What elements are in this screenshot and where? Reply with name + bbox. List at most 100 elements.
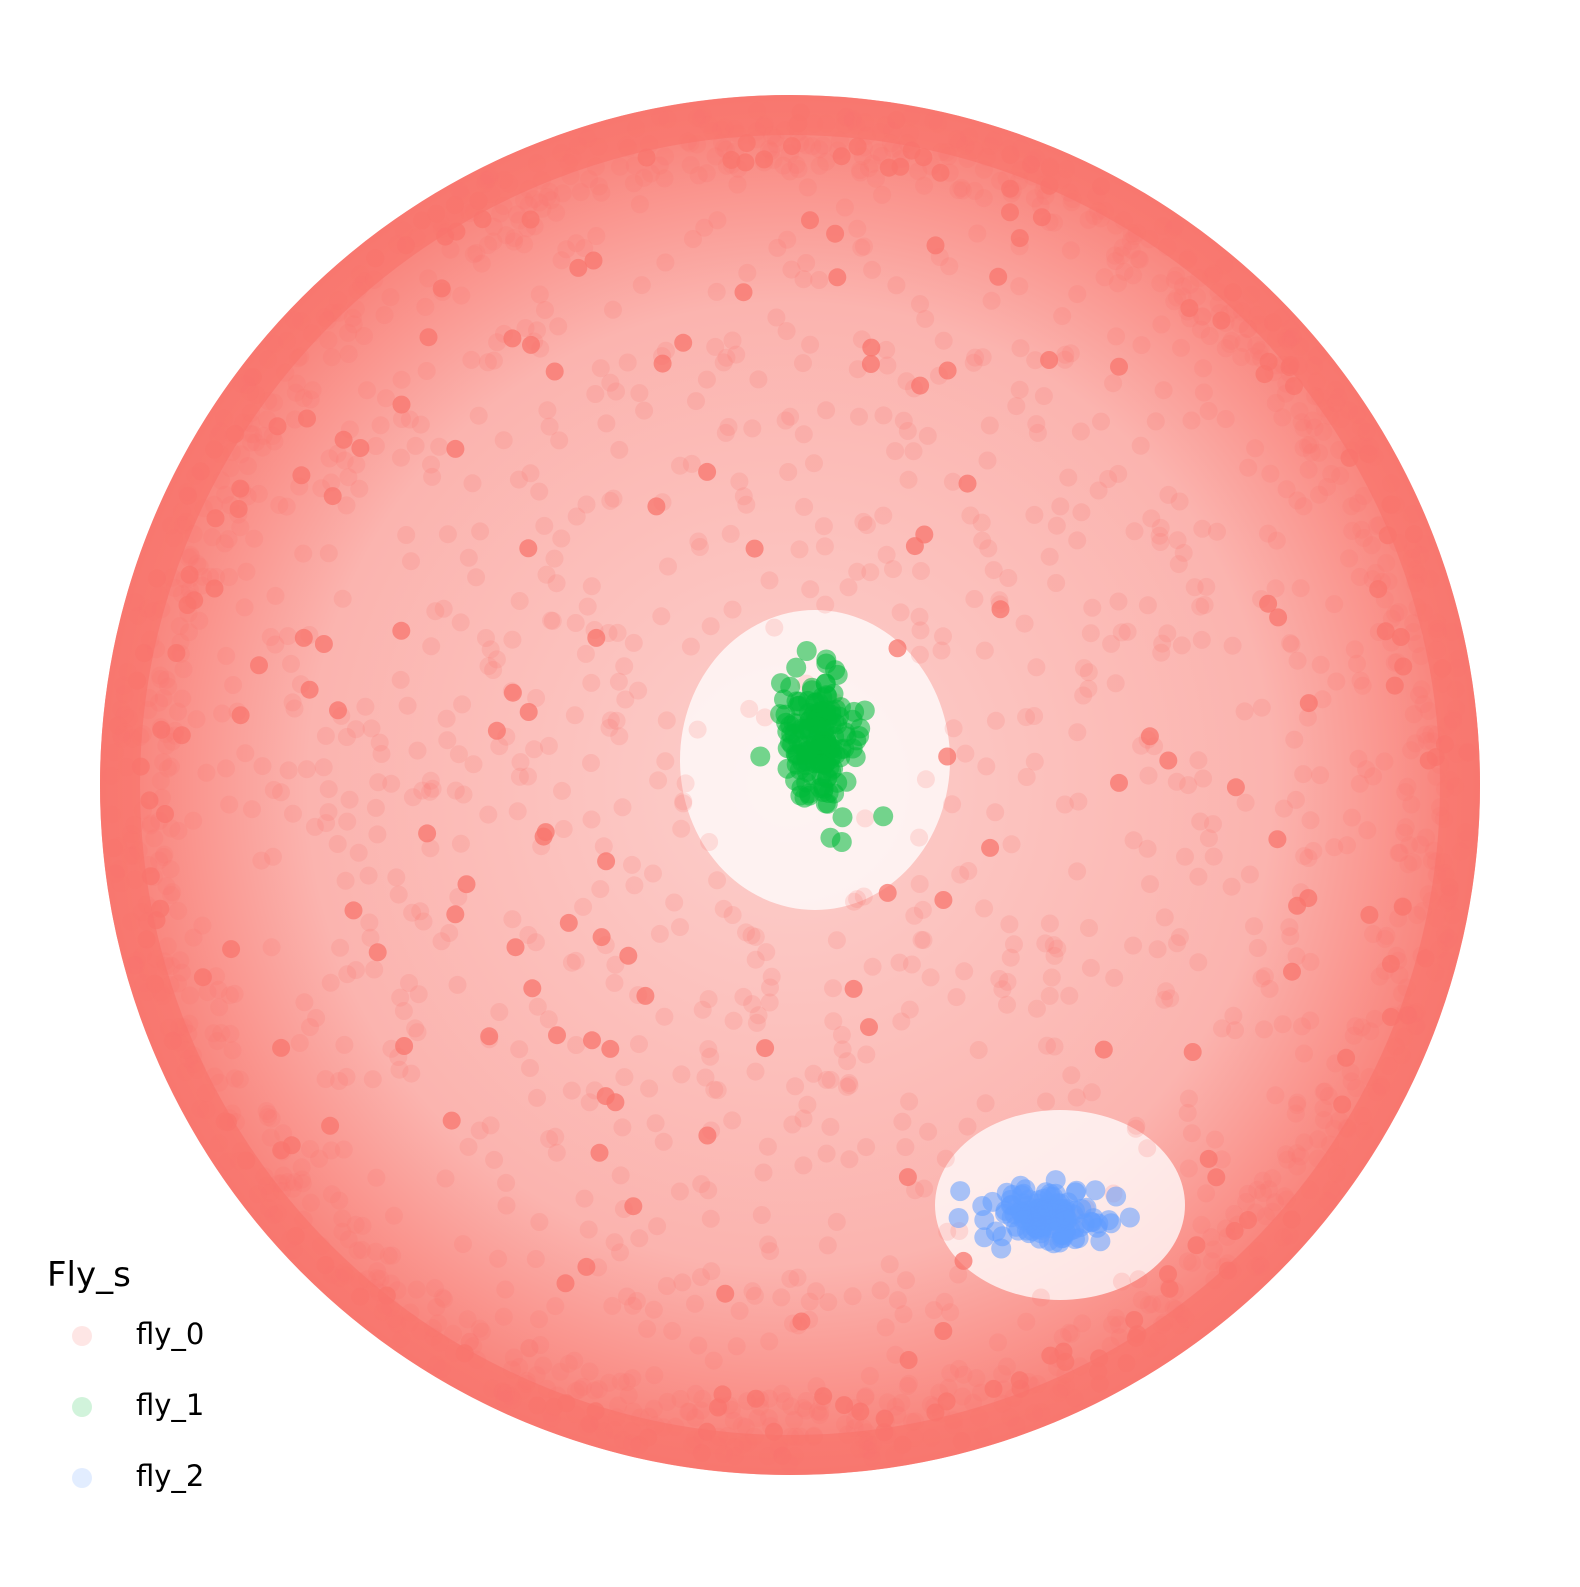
point-fly_0: [1179, 776, 1198, 795]
point-fly_0: [596, 936, 615, 955]
point-fly_0: [363, 1070, 382, 1089]
point-fly_0: [389, 885, 408, 904]
point-fly_0: [632, 276, 651, 295]
point-fly_0: [162, 957, 181, 975]
point-fly_0: [532, 171, 551, 190]
point-fly_0: [774, 156, 793, 175]
point-fly_0: [1081, 958, 1100, 977]
point-fly_0: [854, 1419, 873, 1438]
point-fly_0: [970, 1408, 989, 1427]
point-fly_0: [147, 640, 166, 659]
point-fly_0: [723, 600, 742, 619]
point-fly_2: [1066, 1180, 1087, 1201]
point-fly_0: [748, 1409, 767, 1428]
point-fly_0: [953, 1387, 972, 1406]
point-fly_0: [1056, 1352, 1075, 1371]
point-fly_2: [996, 1182, 1017, 1203]
point-fly_0: [1300, 1180, 1319, 1199]
point-fly_0: [393, 410, 411, 428]
point-fly_0: [1308, 346, 1327, 365]
point-fly_0: [464, 755, 483, 774]
point-fly_0: [337, 728, 356, 746]
point-fly_0: [344, 315, 363, 334]
point-fly_0: [1319, 1087, 1338, 1105]
point-fly_0: [552, 529, 571, 548]
point-fly_0: [197, 763, 216, 782]
point-fly_0: [770, 1435, 788, 1454]
point-fly_0: [145, 829, 164, 848]
point-fly_0: [287, 374, 306, 393]
point-fly_0: [975, 899, 994, 918]
point-fly_0: [794, 354, 812, 373]
point-fly_0: [265, 393, 283, 412]
point-fly_0: [1443, 906, 1462, 925]
point-fly_0: [769, 1439, 788, 1458]
point-fly_0: [485, 1150, 504, 1169]
point-fly_0: [724, 1411, 743, 1430]
point-fly_0: [250, 656, 268, 675]
point-fly_0: [217, 646, 236, 665]
point-fly_0: [1155, 990, 1174, 1009]
point-fly_0: [1397, 1006, 1416, 1025]
point-fly_0: [339, 323, 358, 342]
point-fly_0: [503, 1391, 522, 1410]
point-fly_0: [1344, 1026, 1363, 1045]
point-fly_0: [181, 569, 199, 588]
point-fly_0: [900, 124, 919, 143]
point-fly_0: [479, 657, 498, 676]
point-fly_0: [718, 1427, 737, 1445]
point-fly_0: [209, 1134, 228, 1153]
point-fly_0: [857, 1045, 876, 1064]
point-fly_0: [951, 865, 970, 884]
point-fly_0: [763, 126, 781, 145]
point-fly_0: [490, 1003, 509, 1021]
point-fly_0: [655, 169, 674, 188]
point-fly_0: [157, 957, 175, 975]
point-fly_0: [1352, 1018, 1371, 1037]
point-fly_0: [322, 1141, 341, 1160]
point-fly_0: [1301, 952, 1320, 971]
point-fly_0: [968, 224, 987, 243]
point-fly_0: [400, 974, 418, 992]
point-fly_0: [627, 119, 646, 138]
point-fly_0: [862, 1442, 881, 1461]
point-fly_0: [223, 1041, 242, 1060]
point-fly_0: [1140, 727, 1159, 746]
point-fly_0: [1150, 526, 1169, 545]
point-fly_0: [999, 569, 1018, 587]
point-fly_0: [1294, 438, 1313, 457]
point-fly_0: [1151, 274, 1170, 293]
point-fly_0: [623, 1369, 642, 1388]
point-fly_0: [623, 855, 641, 874]
point-fly_0: [1295, 1133, 1314, 1152]
point-fly_0: [848, 137, 867, 156]
point-fly_1: [815, 673, 836, 694]
point-fly_0: [672, 1065, 691, 1084]
point-fly_0: [756, 1039, 775, 1058]
point-fly_0: [1011, 339, 1030, 358]
point-fly_0: [782, 260, 801, 279]
point-fly_0: [133, 725, 152, 744]
point-fly_0: [351, 1287, 370, 1306]
point-fly_0: [851, 163, 870, 182]
point-fly_0: [1105, 968, 1124, 987]
point-fly_0: [1410, 686, 1428, 705]
point-fly_0: [559, 913, 578, 932]
point-fly_0: [312, 1236, 331, 1255]
point-fly_0: [797, 1401, 816, 1420]
point-fly_0: [584, 251, 603, 270]
point-fly_0: [411, 902, 430, 921]
point-fly_0: [387, 1315, 406, 1333]
point-fly_0: [900, 1092, 919, 1111]
point-fly_0: [430, 1333, 449, 1352]
point-fly_0: [467, 568, 486, 587]
point-fly_0: [535, 516, 554, 535]
point-fly_0: [921, 968, 940, 987]
point-fly_0: [780, 1454, 799, 1473]
point-fly_0: [126, 870, 144, 889]
point-fly_0: [693, 1000, 712, 1019]
point-fly_0: [539, 736, 558, 755]
point-fly_0: [1025, 505, 1044, 524]
point-fly_0: [359, 866, 378, 885]
point-fly_0: [921, 1395, 940, 1414]
